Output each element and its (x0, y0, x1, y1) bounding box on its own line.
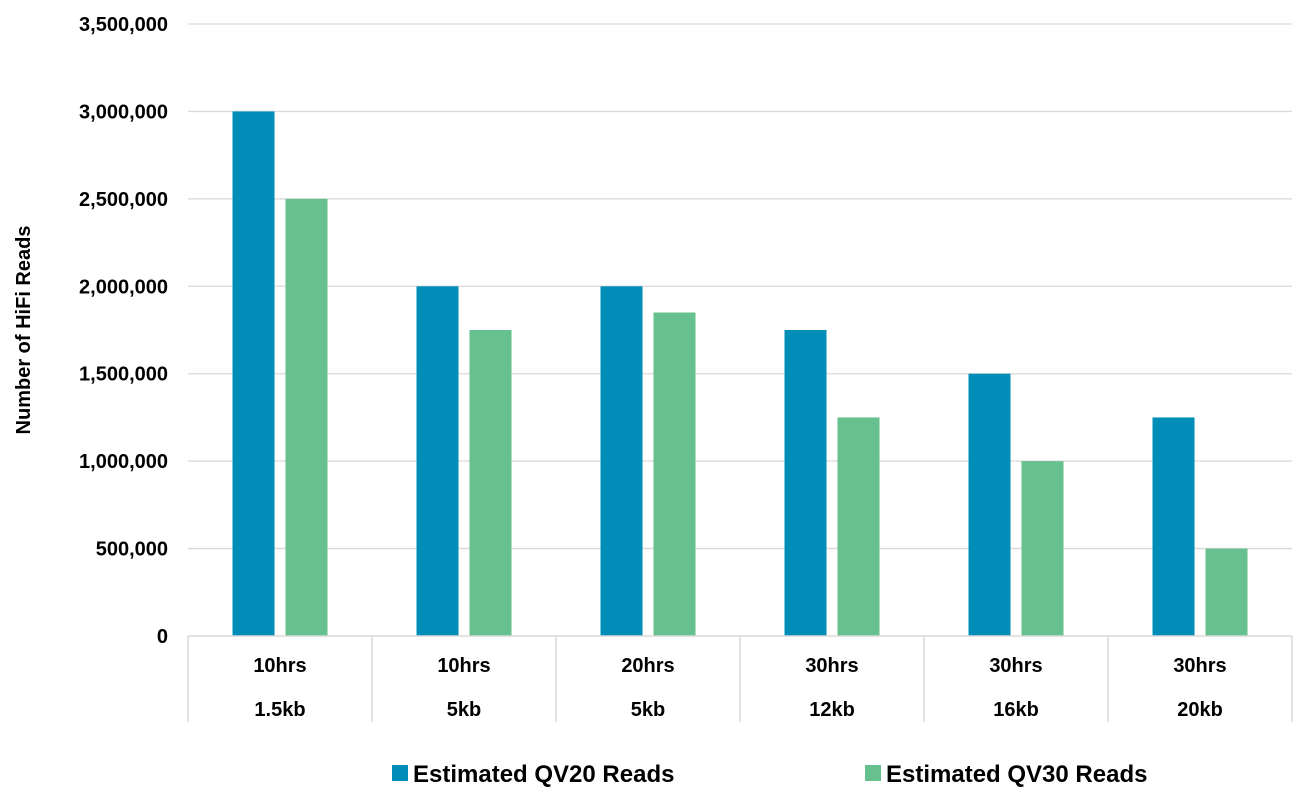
y-tick-label: 2,000,000 (79, 276, 168, 298)
x-tick-label-size: 5kb (631, 699, 665, 721)
y-tick-label: 500,000 (96, 539, 168, 561)
bar-estimated-qv30-reads-4 (1021, 461, 1064, 636)
axes (187, 635, 1293, 722)
y-tick-label: 3,000,000 (79, 101, 168, 123)
y-tick-label: 0 (157, 626, 168, 648)
bar-estimated-qv20-reads-1 (416, 286, 459, 636)
bars (232, 111, 1248, 636)
x-tick-label-duration: 30hrs (989, 655, 1042, 677)
bar-estimated-qv20-reads-5 (1152, 417, 1195, 636)
bar-estimated-qv20-reads-2 (600, 286, 643, 636)
x-tick-label-size: 16kb (993, 699, 1039, 721)
x-tick-labels: 10hrs 1.5kb 10hrs 5kb 20hrs 5kb 30hrs 12kb 30hrs… (253, 655, 1226, 721)
x-tick-label-size: 1.5kb (254, 699, 305, 721)
y-tick-label: 1,500,000 (79, 364, 168, 386)
x-tick-label-duration: 10hrs (437, 655, 490, 677)
bar-estimated-qv30-reads-0 (285, 198, 328, 636)
y-tick-label: 1,000,000 (79, 451, 168, 473)
x-tick-label-duration: 20hrs (621, 655, 674, 677)
bar-estimated-qv30-reads-3 (837, 417, 880, 636)
y-tick-labels: 0 500,000 1,000,000 1,500,000 2,000,000 2,500… (79, 14, 168, 648)
legend-swatch (865, 765, 881, 781)
legend-label: Estimated QV30 Reads (886, 761, 1147, 788)
x-tick-label-size: 12kb (809, 699, 855, 721)
gridlines (188, 23, 1292, 550)
legend-label: Estimated QV20 Reads (413, 761, 674, 788)
y-tick-label: 3,500,000 (79, 14, 168, 36)
legend-swatch (392, 765, 408, 781)
bar-estimated-qv30-reads-2 (653, 312, 696, 636)
bar-estimated-qv20-reads-4 (968, 373, 1011, 636)
legend: Estimated QV20 Reads Estimated QV30 Reads (392, 761, 1147, 788)
y-tick-label: 2,500,000 (79, 189, 168, 211)
bar-estimated-qv30-reads-5 (1205, 548, 1248, 636)
x-tick-label-size: 20kb (1177, 699, 1223, 721)
y-axis-label: Number of HiFi Reads (13, 226, 35, 435)
bar-estimated-qv20-reads-3 (784, 330, 827, 636)
x-tick-label-size: 5kb (447, 699, 481, 721)
bar-estimated-qv20-reads-0 (232, 111, 275, 636)
x-tick-label-duration: 30hrs (1173, 655, 1226, 677)
x-tick-label-duration: 30hrs (805, 655, 858, 677)
x-tick-label-duration: 10hrs (253, 655, 306, 677)
bar-estimated-qv30-reads-1 (469, 330, 512, 636)
